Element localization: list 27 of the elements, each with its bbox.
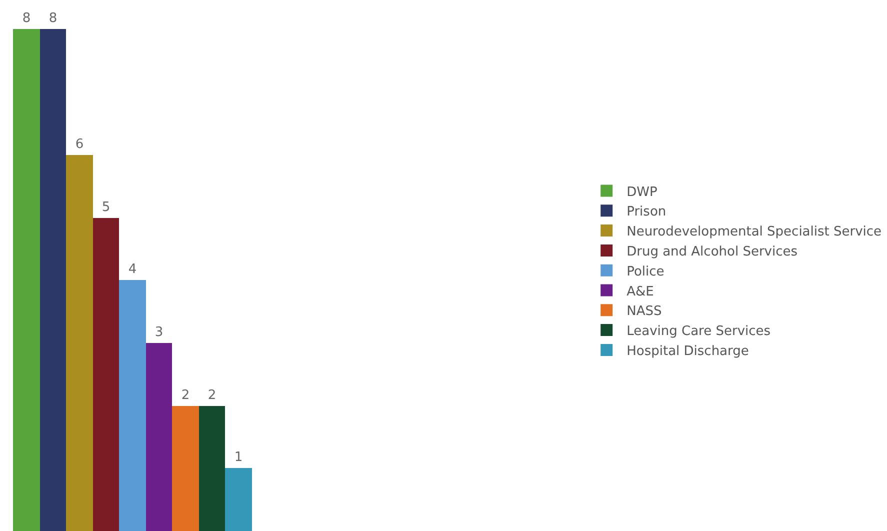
data-label: 5 bbox=[102, 200, 110, 215]
bar bbox=[225, 468, 252, 531]
legend-label: Hospital Discharge bbox=[626, 344, 749, 360]
data-label: 1 bbox=[234, 450, 243, 465]
bar bbox=[40, 29, 66, 531]
legend-label: NASS bbox=[626, 304, 662, 320]
legend-label: Prison bbox=[626, 204, 666, 220]
legend-label: Police bbox=[626, 264, 664, 280]
bar bbox=[199, 406, 225, 531]
data-label: 8 bbox=[48, 11, 58, 26]
bar bbox=[146, 343, 172, 531]
legend-label: Neurodevelopmental Specialist Service bbox=[626, 224, 882, 240]
bar bbox=[172, 406, 199, 531]
bar bbox=[93, 218, 119, 531]
legend-label: Drug and Alcohol Services bbox=[626, 244, 798, 260]
bar bbox=[66, 155, 93, 531]
legend-label: Leaving Care Services bbox=[626, 324, 771, 340]
data-label: 6 bbox=[75, 137, 84, 152]
data-label: 2 bbox=[181, 388, 190, 403]
bar bbox=[119, 280, 146, 531]
data-label: 2 bbox=[208, 388, 216, 403]
legend-label: A&E bbox=[626, 284, 654, 300]
data-label: 3 bbox=[154, 325, 164, 340]
data-label: 4 bbox=[128, 262, 137, 277]
bar bbox=[13, 29, 40, 531]
data-label: 8 bbox=[22, 11, 31, 26]
legend-label: DWP bbox=[626, 184, 658, 200]
